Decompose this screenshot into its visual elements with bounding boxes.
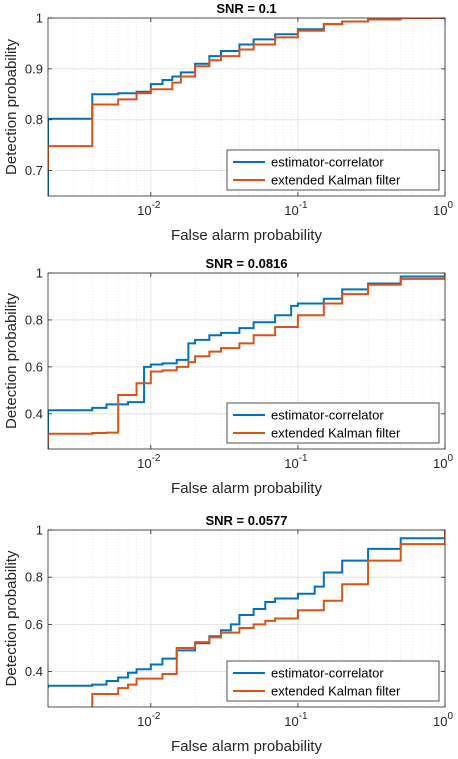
- series-line-extended-kalman-filter: [91, 530, 445, 707]
- y-tick-label: 1: [36, 11, 43, 26]
- y-tick-label: 0.6: [25, 359, 43, 374]
- legend-box: [226, 660, 440, 702]
- legend-label: extended Kalman filter: [271, 173, 401, 188]
- y-tick-label: 0.8: [25, 112, 43, 127]
- y-tick-label: 1: [36, 266, 43, 281]
- series-line-extended-kalman-filter: [48, 273, 445, 445]
- series-group: [48, 530, 445, 707]
- chart-title: SNR = 0.0577: [205, 513, 287, 528]
- y-tick-label: 0.8: [25, 570, 43, 585]
- x-tick-label: 10-1: [284, 453, 308, 471]
- legend-label: estimator-correlator: [271, 666, 384, 681]
- x-axis-label: False alarm probability: [171, 738, 322, 755]
- legend-box: [226, 402, 440, 444]
- axes-box: [47, 529, 446, 708]
- y-tick-label: 0.9: [25, 61, 43, 76]
- chart-title: SNR = 0.1: [216, 1, 276, 16]
- y-tick-label: 0.6: [25, 617, 43, 632]
- x-tick-label: 10-2: [137, 711, 161, 729]
- series-group: [48, 273, 445, 449]
- y-tick-label: 0.4: [25, 406, 43, 421]
- legend: estimator-correlator extended Kalman filt…: [226, 660, 440, 702]
- legend-box: [226, 149, 440, 191]
- y-tick-label: 1: [36, 523, 43, 538]
- y-tick-label: 0.4: [25, 664, 43, 679]
- y-tick-label: 0.7: [25, 163, 43, 178]
- series-line-extended-kalman-filter: [48, 18, 445, 171]
- legend: estimator-correlator extended Kalman filt…: [226, 149, 440, 191]
- chart-title: SNR = 0.0816: [205, 256, 287, 271]
- x-tick-label: 100: [433, 200, 453, 218]
- x-tick-label: 10-2: [137, 200, 161, 218]
- axes-box: [47, 272, 446, 450]
- y-axis-label: Detection probability: [3, 39, 20, 175]
- x-tick-label: 10-1: [284, 711, 308, 729]
- legend-label: estimator-correlator: [271, 408, 384, 423]
- y-axis-label: Detection probability: [3, 550, 20, 686]
- series-line-estimator-correlator: [48, 530, 445, 689]
- legend-label: extended Kalman filter: [271, 684, 401, 699]
- series-group: [48, 18, 445, 196]
- x-axis-label: False alarm probability: [171, 227, 322, 244]
- x-tick-label: 100: [433, 711, 453, 729]
- legend: estimator-correlator extended Kalman filt…: [226, 402, 440, 444]
- subplot-1: 10-2 10-1 100 0.7 0.8 0.9 1 SNR = 0.1 False alar…: [3, 1, 453, 244]
- series-line-estimator-correlator: [48, 273, 445, 449]
- x-tick-label: 10-2: [137, 453, 161, 471]
- y-tick-label: 0.8: [25, 312, 43, 327]
- subplot-2: 10-2 10-1 100 0.4 0.6 0.8 1 SNR = 0.0816 False a…: [3, 256, 453, 497]
- subplot-3: 10-2 10-1 100 0.4 0.6 0.8 1 SNR = 0.0577 False a…: [3, 513, 453, 755]
- x-axis-label: False alarm probability: [171, 480, 322, 497]
- axes-box: [47, 17, 446, 197]
- legend-label: extended Kalman filter: [271, 426, 401, 441]
- x-tick-label: 10-1: [284, 200, 308, 218]
- x-tick-label: 100: [433, 453, 453, 471]
- legend-label: estimator-correlator: [271, 155, 384, 170]
- y-axis-label: Detection probability: [3, 293, 20, 429]
